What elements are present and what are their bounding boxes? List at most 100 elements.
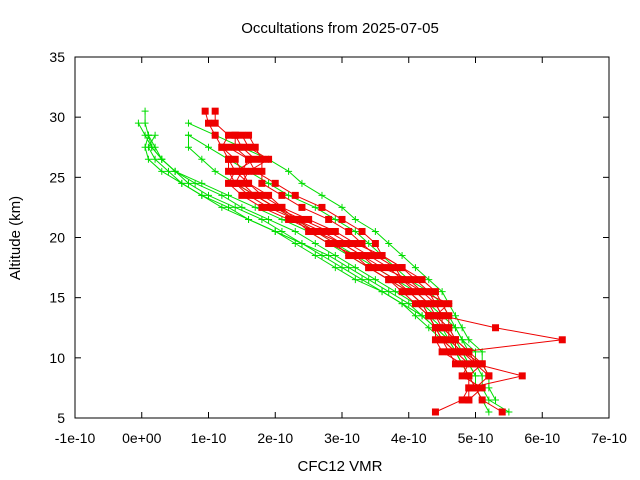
data-point — [225, 131, 233, 139]
data-point — [465, 372, 473, 380]
data-point — [201, 107, 209, 115]
data-point — [365, 240, 373, 248]
data-point — [505, 408, 513, 416]
data-point — [225, 191, 233, 199]
data-point — [405, 300, 413, 308]
data-point — [458, 324, 466, 332]
data-point — [178, 179, 186, 187]
data-point — [385, 288, 393, 296]
data-point — [358, 252, 366, 260]
data-point — [351, 227, 359, 235]
data-point — [478, 396, 486, 404]
data-point — [411, 264, 419, 272]
data-point — [291, 227, 299, 235]
data-point — [205, 119, 212, 127]
x-axis-label: CFC12 VMR — [297, 458, 382, 475]
data-point — [338, 264, 346, 272]
data-point — [465, 360, 473, 368]
data-point — [465, 384, 473, 392]
data-point — [345, 264, 353, 272]
series-line — [147, 134, 463, 365]
data-point — [345, 252, 353, 260]
data-point — [251, 167, 259, 175]
data-point — [238, 143, 246, 151]
data-point — [184, 131, 192, 139]
data-point — [245, 143, 253, 151]
data-point — [298, 179, 306, 187]
data-point — [305, 227, 313, 235]
x-tick-label: 7e-10 — [591, 430, 627, 446]
data-point — [318, 191, 326, 199]
data-point — [431, 324, 439, 332]
data-point — [458, 336, 466, 344]
data-point — [485, 396, 493, 404]
series-line — [137, 122, 483, 401]
data-point — [245, 179, 253, 187]
data-point — [325, 215, 333, 223]
data-point — [238, 167, 246, 175]
data-point — [141, 107, 149, 115]
data-point — [258, 203, 266, 211]
data-point — [325, 227, 333, 235]
data-point — [472, 348, 479, 356]
plot-frame — [74, 56, 610, 419]
data-point — [245, 215, 253, 223]
x-tick-label: 2e-10 — [257, 430, 293, 446]
series-15 — [225, 143, 459, 356]
data-point — [291, 240, 299, 248]
data-point — [251, 143, 259, 151]
data-point — [445, 336, 453, 344]
data-point — [438, 312, 446, 320]
data-point — [144, 131, 152, 139]
data-point — [418, 276, 426, 284]
data-point — [305, 215, 313, 223]
series-14 — [225, 155, 459, 368]
data-point — [331, 252, 339, 260]
data-point — [345, 240, 353, 248]
data-point — [271, 203, 279, 211]
data-point — [144, 155, 152, 163]
data-point — [478, 384, 486, 392]
x-tick-label: 5e-10 — [458, 430, 494, 446]
series-line — [188, 122, 496, 401]
y-tick-label: 30 — [49, 109, 65, 125]
data-point — [438, 300, 446, 308]
data-point — [311, 240, 319, 248]
data-point — [438, 336, 446, 344]
data-point — [485, 372, 493, 380]
data-point — [398, 252, 406, 260]
data-point — [365, 276, 373, 284]
data-point — [231, 167, 239, 175]
data-point — [198, 179, 206, 187]
y-tick-label: 5 — [57, 410, 65, 426]
y-axis: 5 10 15 20 25 30 35 — [49, 49, 609, 426]
data-point — [184, 143, 192, 151]
data-point — [231, 143, 239, 151]
data-point — [465, 336, 473, 344]
data-point — [245, 191, 253, 199]
data-point — [265, 215, 273, 223]
data-point — [258, 167, 266, 175]
data-point — [158, 155, 166, 163]
data-point — [231, 179, 239, 187]
x-tick-label: -1e-10 — [55, 430, 96, 446]
y-tick-label: 25 — [49, 169, 65, 185]
data-point — [391, 288, 399, 296]
data-point — [472, 384, 479, 392]
y-tick-label: 35 — [49, 49, 65, 65]
data-point — [365, 252, 373, 260]
data-point — [338, 203, 346, 211]
data-point — [144, 143, 152, 151]
data-point — [398, 264, 406, 272]
data-point — [258, 179, 266, 187]
data-point — [351, 240, 359, 248]
data-point — [458, 360, 466, 368]
x-tick-label: 0e+00 — [122, 430, 162, 446]
data-point — [438, 288, 446, 296]
data-point — [358, 240, 366, 248]
data-point — [271, 179, 279, 187]
data-point — [318, 203, 326, 211]
data-point — [351, 215, 359, 223]
data-point — [225, 179, 233, 187]
